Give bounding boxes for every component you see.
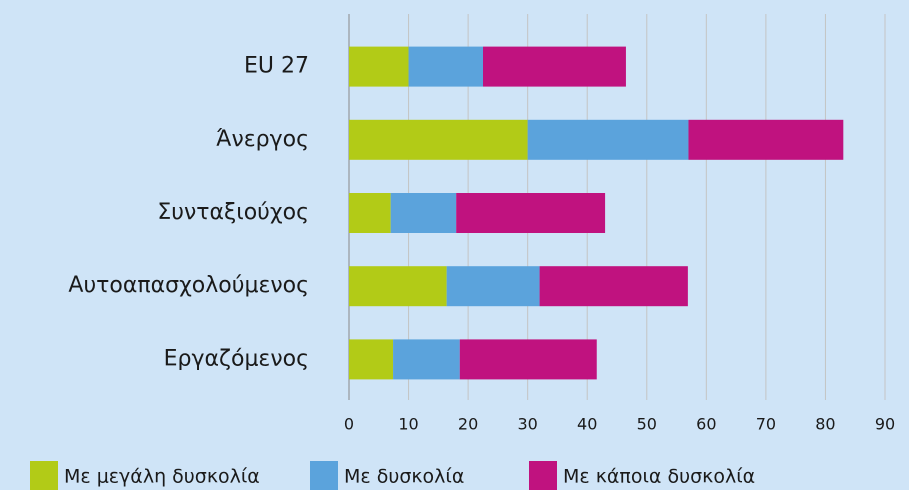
bar-segment	[527, 119, 689, 160]
bar-segment	[349, 266, 447, 307]
x-tick-label: 40	[577, 415, 597, 434]
bar-segment	[349, 119, 528, 160]
legend-label: Με κάποια δυσκολία	[563, 466, 755, 488]
x-tick-label: 80	[815, 415, 835, 434]
bar-segment	[390, 193, 457, 233]
x-tick-label: 50	[637, 415, 657, 434]
category-label: EU 27	[244, 54, 309, 79]
bar-segment	[349, 46, 409, 87]
bar-segment	[446, 266, 540, 307]
bar-segment	[539, 266, 688, 307]
x-tick-label: 10	[398, 415, 418, 434]
bar-segment	[483, 46, 626, 87]
category-label: Άνεργος	[216, 127, 309, 152]
bar-segment	[408, 46, 483, 87]
x-tick-label: 0	[344, 415, 354, 434]
legend-label: Με μεγάλη δυσκολία	[64, 466, 260, 488]
legend-swatch	[30, 461, 58, 490]
bar-segment	[349, 193, 391, 233]
bar-segment	[459, 339, 597, 380]
x-tick-label: 90	[875, 415, 895, 434]
legend-swatch	[529, 461, 557, 490]
category-label: Αυτοαπασχολούμενος	[68, 273, 309, 298]
x-tick-label: 60	[696, 415, 716, 434]
legend-swatch	[310, 461, 338, 490]
category-label: Συνταξιούχος	[157, 200, 309, 225]
x-tick-label: 20	[458, 415, 478, 434]
x-tick-label: 70	[756, 415, 776, 434]
legend-label: Με δυσκολία	[344, 466, 464, 488]
bar-segment	[688, 119, 844, 160]
x-tick-label: 30	[517, 415, 537, 434]
bar-segment	[393, 339, 460, 380]
category-label: Εργαζόμενος	[164, 346, 309, 371]
bar-segment	[349, 339, 394, 380]
bar-segment	[456, 193, 606, 233]
